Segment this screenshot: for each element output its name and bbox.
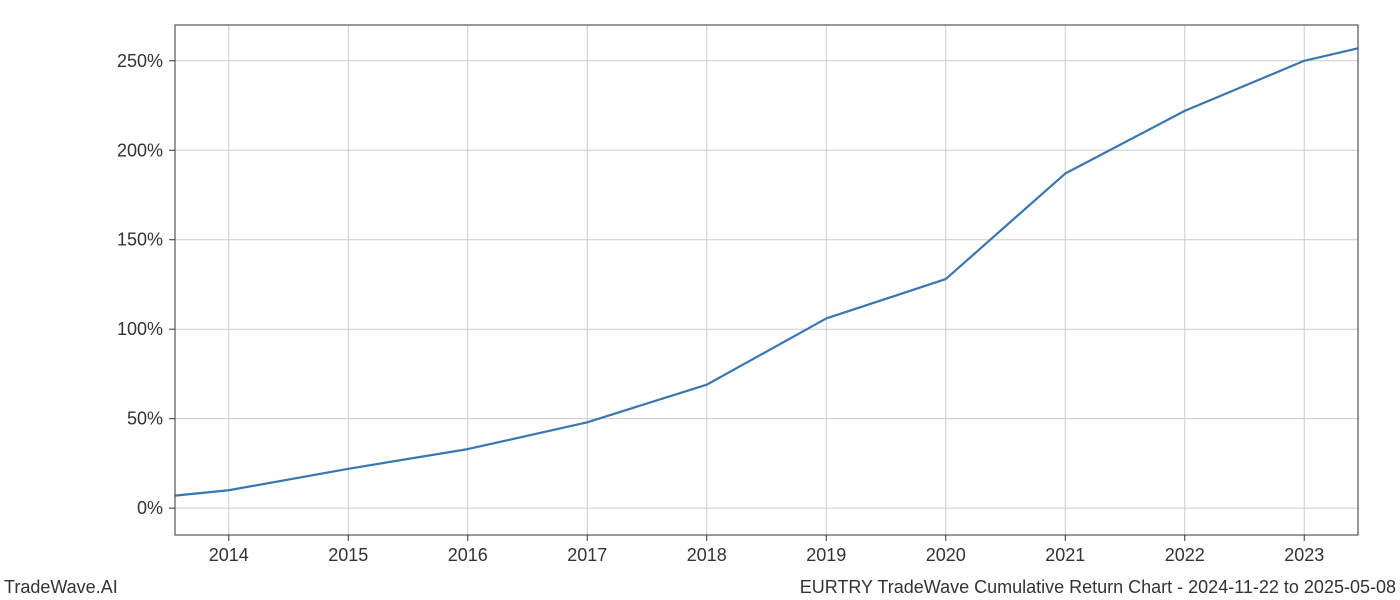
x-tick-label: 2019 bbox=[806, 545, 846, 565]
footer-right-text: EURTRY TradeWave Cumulative Return Chart… bbox=[800, 577, 1396, 598]
x-tick-label: 2016 bbox=[448, 545, 488, 565]
footer-left-text: TradeWave.AI bbox=[4, 577, 118, 598]
y-tick-label: 0% bbox=[137, 498, 163, 518]
x-tick-label: 2018 bbox=[687, 545, 727, 565]
x-tick-label: 2022 bbox=[1165, 545, 1205, 565]
y-tick-label: 200% bbox=[117, 140, 163, 160]
line-chart: 2014 2015 2016 2017 2018 2019 2020 2021 2022 2023… bbox=[0, 0, 1400, 600]
y-tick-label: 250% bbox=[117, 51, 163, 71]
y-tick-label: 150% bbox=[117, 230, 163, 250]
x-tick-label: 2017 bbox=[567, 545, 607, 565]
y-tick-label: 100% bbox=[117, 319, 163, 339]
x-tick-label: 2015 bbox=[328, 545, 368, 565]
x-tick-label: 2014 bbox=[209, 545, 249, 565]
y-tick-label: 50% bbox=[127, 409, 163, 429]
x-tick-label: 2020 bbox=[926, 545, 966, 565]
x-tick-label: 2023 bbox=[1284, 545, 1324, 565]
chart-background bbox=[0, 0, 1400, 600]
x-tick-label: 2021 bbox=[1045, 545, 1085, 565]
chart-container: 2014 2015 2016 2017 2018 2019 2020 2021 2022 2023… bbox=[0, 0, 1400, 600]
